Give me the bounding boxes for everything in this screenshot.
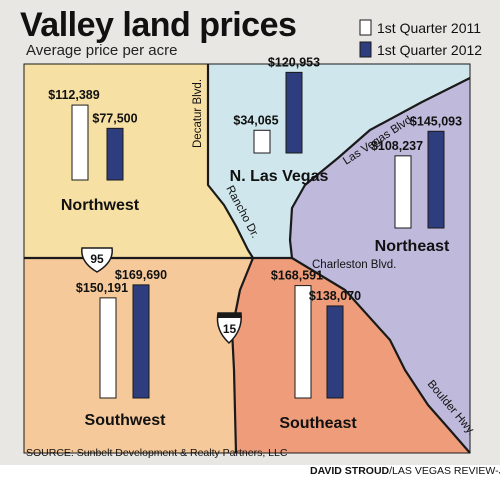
bar-northwest-2012: [106, 127, 124, 181]
legend-label-2012: 1st Quarter 2012: [377, 42, 482, 58]
region-label-southeast: Southeast: [279, 415, 357, 432]
road-charleston-boulder: [291, 257, 471, 454]
road-decatur: [206, 64, 254, 259]
i-15-shield: 15: [216, 312, 242, 345]
bars-layer: $112,389 $77,500 Northwest $34,065 $120,953 N…: [48, 55, 462, 432]
region-label-northeast: Northeast: [375, 238, 450, 255]
i-15-shield-band: [218, 313, 241, 318]
bar-northeast-2012: [427, 130, 445, 229]
region-label-northwest: Northwest: [61, 197, 140, 214]
street-label-decatur: Decatur Blvd.: [192, 79, 204, 148]
i-15-shield-label: 15: [223, 322, 237, 336]
value-label-n-las-vegas-2012: $120,953: [268, 55, 320, 69]
legend-label-2011: 1st Quarter 2011: [377, 20, 481, 36]
region-area-southeast: [232, 258, 470, 453]
us-95-shield: 95: [81, 247, 113, 273]
value-label-southwest-2011: $150,191: [76, 281, 128, 295]
bar-southeast-2012: [326, 305, 344, 399]
credit-org: /LAS VEGAS REVIEW-JOURNAL: [389, 465, 500, 477]
bar-southeast-2011: [294, 285, 312, 399]
bar-n-las-vegas-2012: [285, 71, 303, 154]
region-label-n-las-vegas: N. Las Vegas: [230, 168, 329, 185]
chart-title: Valley land prices: [20, 6, 296, 44]
value-label-n-las-vegas-2011: $34,065: [233, 113, 278, 127]
chart-subtitle: Average price per acre: [26, 42, 177, 59]
credit-line: DAVID STROUD/LAS VEGAS REVIEW-JOURNAL: [310, 465, 500, 477]
bar-southwest-2012: [132, 284, 150, 399]
region-label-southwest: Southwest: [85, 412, 167, 429]
value-label-southeast-2011: $168,591: [271, 269, 323, 283]
region-area-northeast: [290, 78, 470, 453]
bar-northwest-2011: [71, 104, 89, 181]
value-label-northwest-2011: $112,389: [48, 88, 99, 102]
us-95-shield-shape: [81, 247, 113, 273]
value-label-southeast-2012: $138,070: [309, 289, 361, 303]
value-label-southwest-2012: $169,690: [115, 268, 167, 282]
legend-swatch-2012: [359, 41, 372, 58]
bar-southwest-2011: [99, 297, 117, 399]
street-label-charleston: Charleston Blvd.: [312, 259, 396, 271]
value-label-northwest-2012: $77,500: [92, 111, 137, 125]
legend-swatch-2011: [359, 19, 372, 36]
source-note: SOURCE: Sunbelt Development & Realty Par…: [26, 447, 288, 459]
value-label-northeast-2011: $108,237: [371, 139, 423, 153]
value-label-northeast-2012: $145,093: [410, 114, 462, 128]
legend: 1st Quarter 2011 1st Quarter 2012: [359, 19, 482, 58]
credit-name: DAVID STROUD: [310, 465, 390, 477]
bar-n-las-vegas-2011: [253, 129, 271, 154]
map-border: [23, 63, 471, 454]
i-15-shield-shape: [216, 312, 242, 345]
us-95-shield-label: 95: [90, 252, 104, 266]
bar-northeast-2011: [394, 155, 412, 229]
region-area-n-las-vegas: [208, 64, 470, 258]
road-las-vegas-blvd: [288, 77, 471, 259]
